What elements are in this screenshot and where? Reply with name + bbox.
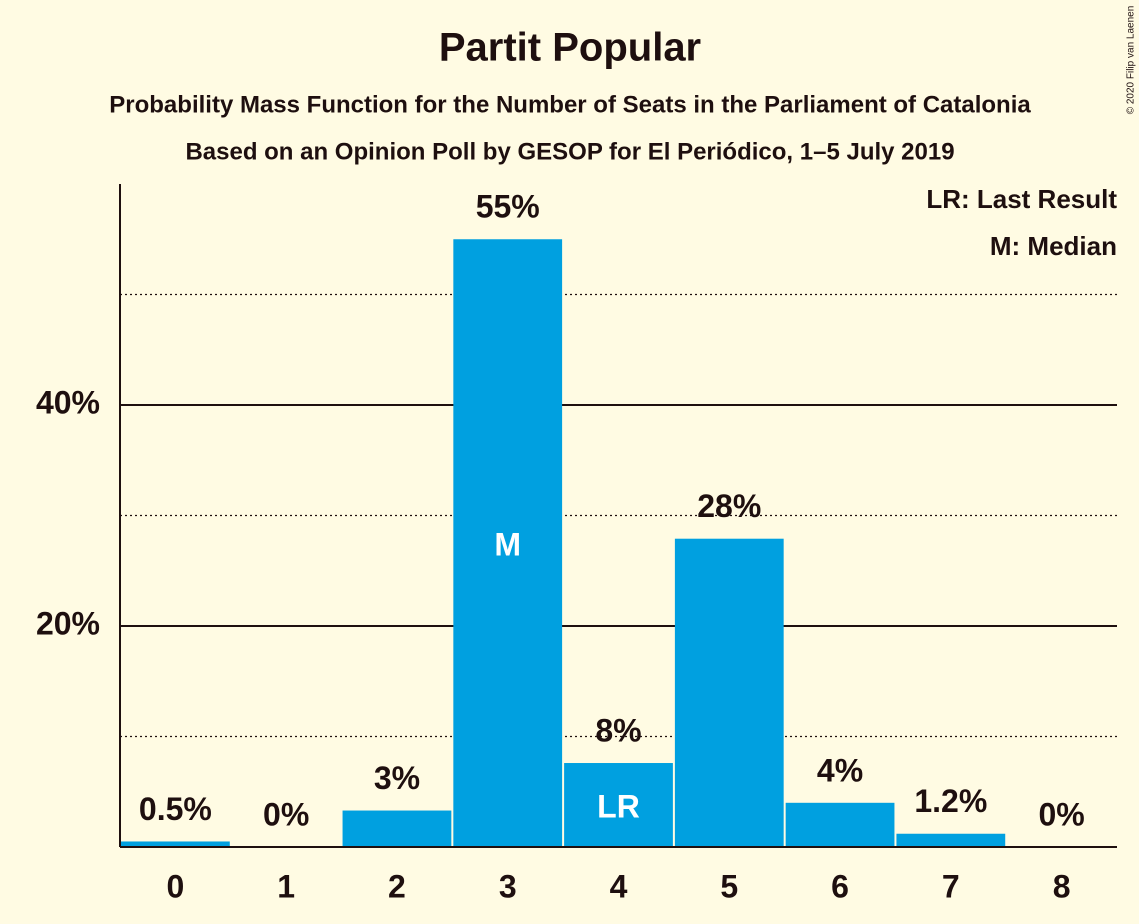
x-tick-label: 6 xyxy=(831,868,849,904)
value-label: 0% xyxy=(263,796,309,832)
value-label: 0.5% xyxy=(139,791,212,827)
x-tick-label: 8 xyxy=(1053,868,1071,904)
value-label: 8% xyxy=(595,712,641,748)
value-label: 3% xyxy=(374,760,420,796)
chart-subtitle: Probability Mass Function for the Number… xyxy=(109,91,1031,118)
x-tick-label: 7 xyxy=(942,868,960,904)
credit: © 2020 Filip van Laenen xyxy=(1126,6,1137,115)
y-tick-label: 20% xyxy=(36,605,100,641)
bar xyxy=(121,841,230,847)
bar xyxy=(342,810,452,847)
legend-note: M: Median xyxy=(990,231,1117,261)
chart-subtitle: Based on an Opinion Poll by GESOP for El… xyxy=(185,138,954,165)
value-label: 4% xyxy=(817,752,863,788)
bar-annotation: LR xyxy=(597,788,640,824)
chart-title: Partit Popular xyxy=(439,26,701,70)
bar xyxy=(564,763,673,847)
x-tick-label: 5 xyxy=(720,868,738,904)
x-tick-label: 2 xyxy=(388,868,406,904)
y-tick-label: 40% xyxy=(36,384,100,420)
bar xyxy=(453,239,563,847)
value-label: 1.2% xyxy=(914,783,987,819)
x-tick-label: 3 xyxy=(499,868,517,904)
bar xyxy=(785,802,895,847)
bar xyxy=(674,538,784,847)
bar xyxy=(896,833,1006,847)
value-label: 28% xyxy=(697,488,761,524)
x-tick-label: 0 xyxy=(166,868,184,904)
value-label: 0% xyxy=(1038,796,1084,832)
legend-note: LR: Last Result xyxy=(926,184,1117,214)
value-label: 55% xyxy=(476,189,540,225)
x-tick-label: 4 xyxy=(610,868,628,904)
x-tick-label: 1 xyxy=(277,868,295,904)
bar-annotation: M xyxy=(494,527,521,563)
